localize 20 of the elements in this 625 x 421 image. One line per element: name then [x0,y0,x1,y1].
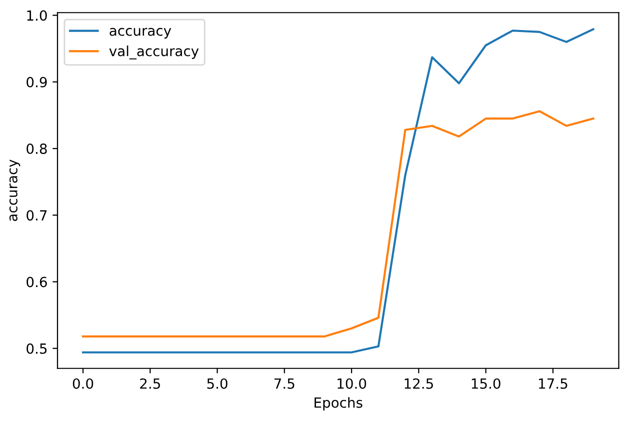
x-tick-label: 15.0 [472,378,500,389]
x-tick-label: 7.5 [274,378,294,389]
y-tick-label: 0.5 [26,343,47,354]
y-axis-title: accuracy [9,160,20,221]
x-tick-label: 12.5 [404,378,433,389]
y-tick-label: 0.9 [26,76,47,88]
y-tick-label: 0.7 [26,210,47,221]
x-tick-label: 0.0 [72,378,94,389]
x-tick-label: 10.0 [338,378,366,389]
legend-label: accuracy [110,28,172,39]
line-series [82,28,594,354]
x-tick-label: 17.5 [539,378,568,389]
x-tick-label: 5.0 [207,378,228,389]
y-tick-label: 0.8 [26,144,47,154]
x-axis-title: Epochs [314,397,362,411]
y-tick-label: 0.6 [26,276,47,288]
line-series [82,110,594,338]
legend-label: val_accuracy [109,46,199,60]
x-tick-label: 2.5 [140,378,160,389]
y-tick-label: 1.0 [27,10,47,21]
